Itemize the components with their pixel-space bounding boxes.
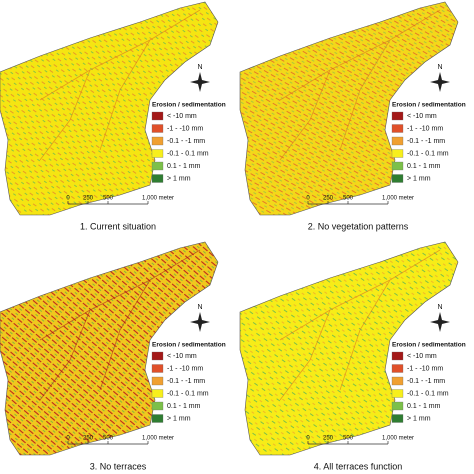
legend-label: > 1 mm (167, 175, 191, 182)
north-label: N (197, 64, 202, 71)
legend-swatch (151, 161, 164, 171)
scale-label: 0 (306, 196, 310, 202)
legend-swatch (391, 414, 404, 423)
scale-label: 1,000 meter (142, 196, 174, 202)
stream-network (279, 9, 441, 161)
legend-label: > 1 mm (407, 175, 431, 182)
stream-network (39, 249, 201, 401)
catchment-map (239, 1, 459, 216)
legend-swatch (151, 111, 164, 121)
legend-label: > 1 mm (407, 415, 431, 422)
legend-label: -0.1 - 0.1 mm (167, 150, 209, 157)
legend-title: Erosion / sedimentation (152, 342, 226, 349)
legend-label: < -10 mm (167, 353, 197, 360)
catchment-map (0, 1, 219, 216)
panel-caption: 1. Current situation (80, 221, 156, 231)
legend-swatch (151, 174, 164, 183)
legend-swatch (391, 136, 404, 146)
legend-label: -1 - -10 mm (167, 365, 203, 372)
map-panel: N Erosion / sedimentation < -10 mm -1 - -10… (0, 241, 226, 471)
legend-label: > 1 mm (167, 415, 191, 422)
legend-label: < -10 mm (167, 113, 197, 120)
legend-swatch (151, 414, 164, 423)
scale-label: 500 (103, 436, 114, 442)
legend-label: -0.1 - 0.1 mm (407, 390, 449, 397)
north-arrow: N (430, 64, 450, 92)
legend-label: 0.1 - 1 mm (167, 403, 201, 410)
north-arrow-star (430, 312, 450, 332)
north-arrow-star (190, 312, 210, 332)
legend-swatch (391, 124, 404, 133)
legend-label: -0.1 - -1 mm (167, 378, 205, 385)
legend-swatch (151, 401, 164, 411)
panel-caption: 2. No vegetation patterns (308, 221, 409, 231)
legend-swatch (151, 351, 164, 361)
scale-label: 1,000 meter (142, 436, 174, 442)
scale-label: 0 (306, 436, 310, 442)
north-arrow: N (190, 304, 210, 332)
scale-label: 1,000 meter (382, 436, 414, 442)
scale-label: 250 (323, 196, 334, 202)
legend-swatch (391, 161, 404, 171)
legend-label: -1 - -10 mm (167, 125, 203, 132)
legend-swatch (391, 376, 404, 386)
legend-swatch (151, 149, 164, 158)
legend-swatch (151, 364, 164, 373)
stream-network (39, 9, 201, 161)
scale-label: 500 (343, 196, 354, 202)
legend-swatch (151, 376, 164, 386)
legend-title: Erosion / sedimentation (392, 102, 466, 109)
legend-label: -0.1 - 0.1 mm (167, 390, 209, 397)
legend-label: 0.1 - 1 mm (167, 163, 201, 170)
scale-label: 0 (66, 196, 70, 202)
legend-swatch (391, 401, 404, 411)
scale-label: 500 (103, 196, 114, 202)
map-panel: N Erosion / sedimentation < -10 mm -1 - -10… (239, 241, 466, 471)
legend-label: 0.1 - 1 mm (407, 163, 441, 170)
catchment-map (0, 241, 219, 456)
north-arrow-star (430, 72, 450, 92)
legend-label: < -10 mm (407, 353, 437, 360)
north-arrow: N (190, 64, 210, 92)
legend-label: -1 - -10 mm (407, 365, 443, 372)
north-label: N (437, 64, 442, 71)
scale-label: 500 (343, 436, 354, 442)
legend-swatch (151, 389, 164, 398)
legend-swatch (391, 174, 404, 183)
legend-swatch (151, 136, 164, 146)
legend-label: -0.1 - -1 mm (407, 138, 445, 145)
legend-title: Erosion / sedimentation (392, 342, 466, 349)
scale-label: 250 (83, 436, 94, 442)
scale-label: 250 (83, 196, 94, 202)
north-label: N (197, 304, 202, 311)
legend-label: -1 - -10 mm (407, 125, 443, 132)
map-panel: N Erosion / sedimentation < -10 mm -1 - -10… (0, 1, 226, 231)
scale-label: 1,000 meter (382, 196, 414, 202)
scale-label: 250 (323, 436, 334, 442)
legend-title: Erosion / sedimentation (152, 102, 226, 109)
legend-label: 0.1 - 1 mm (407, 403, 441, 410)
legend-swatch (391, 351, 404, 361)
legend-swatch (391, 111, 404, 121)
catchment-map (239, 241, 459, 456)
legend-swatch (391, 364, 404, 373)
north-arrow: N (430, 304, 450, 332)
legend-label: -0.1 - 0.1 mm (407, 150, 449, 157)
legend-label: < -10 mm (407, 113, 437, 120)
legend-swatch (391, 389, 404, 398)
map-panel: N Erosion / sedimentation < -10 mm -1 - -10… (239, 1, 466, 231)
legend-swatch (391, 149, 404, 158)
panel-caption: 4. All terraces function (314, 461, 403, 471)
north-arrow-star (190, 72, 210, 92)
legend-label: -0.1 - -1 mm (167, 138, 205, 145)
legend-swatch (151, 124, 164, 133)
legend-label: -0.1 - -1 mm (407, 378, 445, 385)
north-label: N (437, 304, 442, 311)
panel-caption: 3. No terraces (90, 461, 147, 471)
scale-label: 0 (66, 436, 70, 442)
stream-network (279, 249, 441, 401)
